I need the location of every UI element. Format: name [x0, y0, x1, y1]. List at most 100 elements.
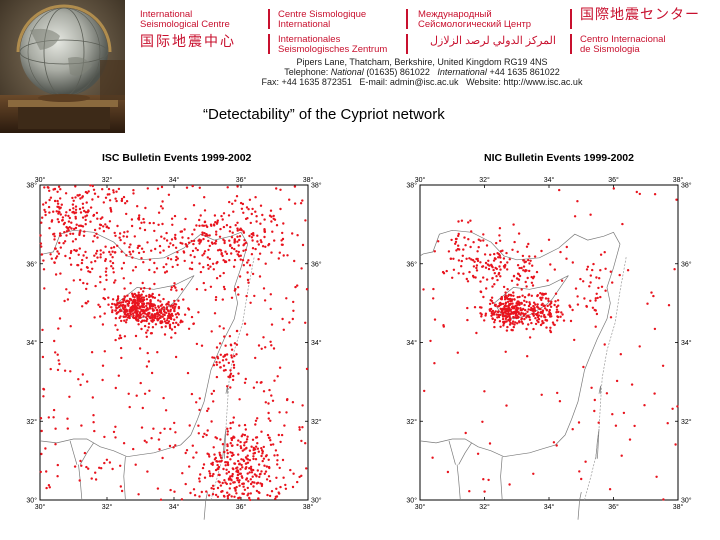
event-point — [531, 284, 535, 287]
event-point — [278, 366, 282, 369]
event-point — [159, 300, 162, 303]
event-point — [275, 476, 278, 479]
event-point — [103, 288, 106, 291]
event-point — [99, 253, 102, 256]
event-point — [595, 312, 599, 316]
event-point — [69, 251, 73, 255]
event-point — [137, 319, 140, 323]
event-point — [493, 321, 496, 324]
event-point — [39, 470, 42, 474]
event-point — [227, 361, 230, 365]
y-tick-label-left: 38° — [406, 182, 417, 190]
event-point — [457, 220, 460, 223]
event-point — [466, 306, 469, 310]
event-point — [44, 447, 47, 450]
event-point — [498, 234, 501, 237]
event-point — [222, 212, 226, 215]
event-point — [208, 455, 211, 458]
event-point — [237, 372, 240, 375]
event-point — [282, 222, 285, 225]
event-point — [305, 467, 308, 470]
event-point — [159, 309, 162, 313]
event-point — [211, 463, 214, 466]
event-point — [160, 185, 164, 189]
event-point — [225, 224, 229, 227]
event-point — [224, 464, 227, 467]
event-point — [476, 259, 480, 263]
event-point — [203, 220, 207, 224]
event-point — [254, 247, 257, 251]
event-point — [597, 286, 600, 290]
event-point — [104, 245, 107, 248]
event-point — [257, 450, 260, 453]
event-point — [251, 475, 254, 478]
event-point — [218, 235, 222, 238]
event-point — [53, 238, 56, 241]
event-point — [195, 288, 199, 291]
event-point — [300, 439, 303, 443]
event-point — [516, 264, 520, 267]
event-point — [559, 250, 562, 254]
event-point — [469, 219, 472, 222]
event-point — [119, 238, 122, 242]
event-point — [145, 298, 149, 301]
event-point — [212, 389, 216, 393]
event-point — [499, 302, 503, 306]
event-point — [166, 257, 170, 260]
event-point — [539, 292, 542, 295]
event-point — [556, 319, 559, 322]
event-point — [145, 294, 148, 298]
x-tick-label-bottom: 32° — [479, 503, 490, 511]
event-point — [181, 320, 184, 323]
event-point — [195, 342, 199, 346]
event-point — [527, 304, 531, 308]
event-point — [264, 401, 267, 404]
event-point — [491, 317, 494, 320]
event-point — [260, 430, 263, 433]
event-point — [257, 491, 260, 494]
event-point — [498, 320, 502, 323]
event-point — [433, 362, 436, 365]
event-point — [156, 315, 159, 318]
event-point — [185, 245, 189, 248]
event-point — [504, 350, 507, 353]
event-point — [237, 481, 241, 484]
event-point — [270, 220, 273, 223]
event-point — [294, 285, 297, 289]
event-point — [156, 351, 159, 354]
event-point — [132, 316, 136, 320]
event-point — [52, 416, 55, 419]
event-point — [202, 281, 205, 285]
event-point — [79, 383, 82, 387]
event-point — [92, 214, 95, 217]
event-point — [524, 280, 527, 284]
event-point — [161, 222, 164, 226]
event-point — [527, 242, 530, 246]
event-point — [255, 215, 258, 218]
event-point — [508, 319, 511, 322]
event-point — [221, 490, 224, 493]
event-point — [56, 202, 60, 205]
event-point — [122, 195, 126, 199]
event-point — [569, 305, 572, 309]
event-point — [598, 277, 601, 280]
event-point — [241, 449, 244, 452]
event-point — [58, 232, 62, 235]
event-point — [277, 257, 280, 260]
event-point — [68, 226, 71, 229]
event-point — [272, 217, 275, 220]
org-name-russian: Международный Сейсмологический Центр — [418, 9, 532, 30]
event-point — [171, 265, 174, 269]
event-point — [188, 267, 192, 270]
event-point — [482, 478, 485, 481]
event-point — [516, 316, 520, 319]
event-point — [490, 312, 493, 315]
event-point — [137, 304, 140, 307]
event-point — [89, 206, 93, 209]
event-point — [498, 227, 502, 230]
x-tick-label-top: 32° — [479, 176, 490, 184]
event-point — [239, 446, 243, 450]
event-point — [139, 316, 142, 319]
event-point — [268, 479, 272, 483]
event-point — [233, 462, 237, 465]
